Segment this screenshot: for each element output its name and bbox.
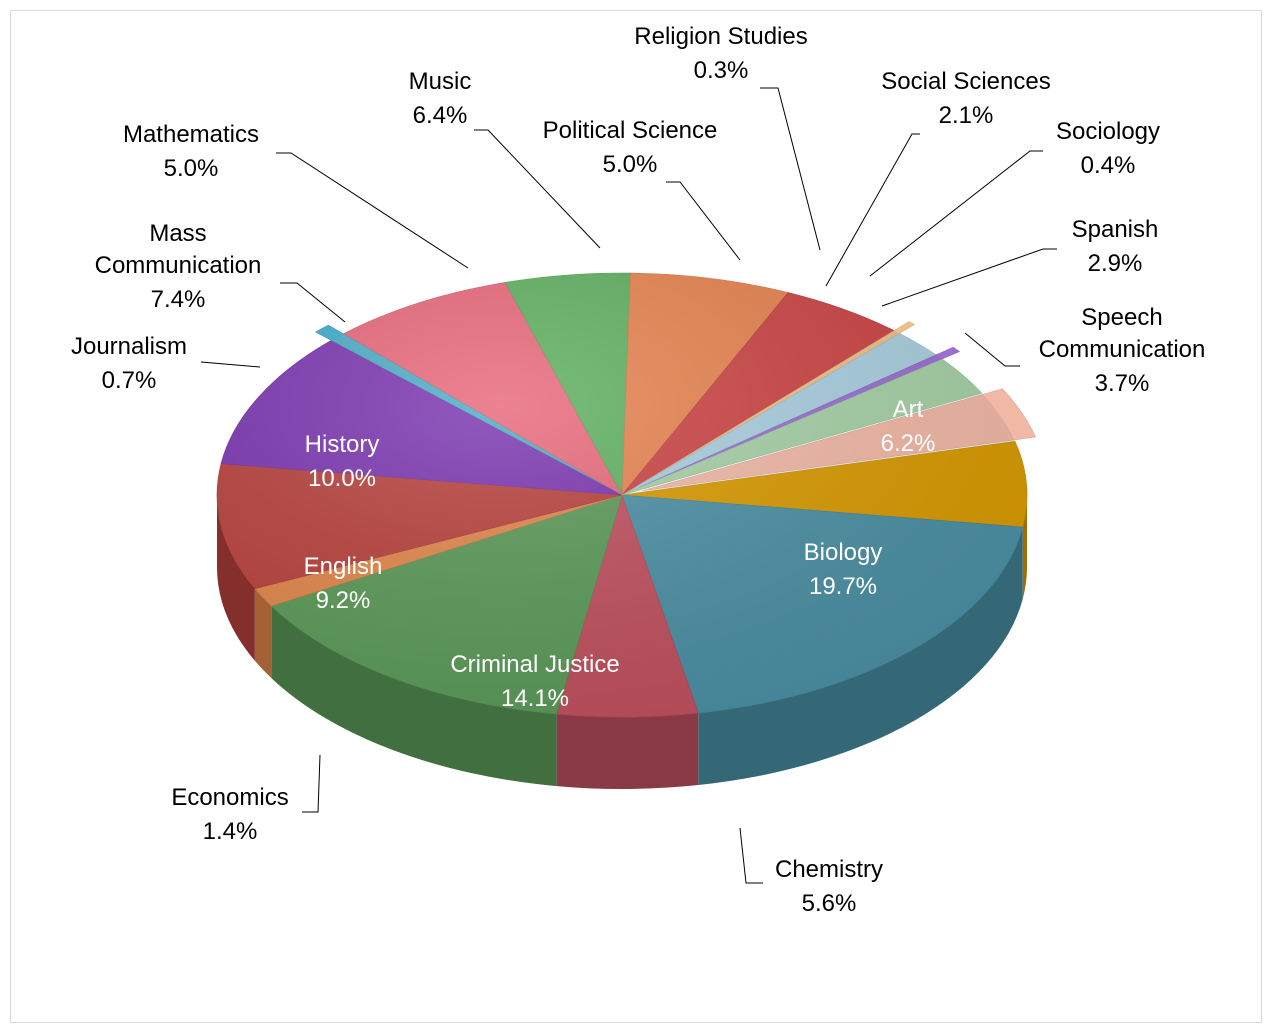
leader-line-political-science	[666, 181, 741, 261]
leader-line-economics	[302, 754, 321, 813]
data-label-category: Political Science	[543, 117, 718, 144]
data-label-category: Spanish	[1072, 216, 1159, 243]
data-label-history: History 10.0%	[305, 431, 380, 492]
leader-line-music	[474, 129, 601, 249]
data-label-percent: 10.0%	[308, 465, 376, 492]
data-label-mass-communication: Mass Communication 7.4%	[95, 220, 262, 313]
leader-line-mathematics	[276, 152, 469, 269]
leader-line-religion-studies	[760, 87, 821, 251]
data-label-biology: Biology 19.7%	[804, 539, 883, 600]
pie-gloss	[217, 273, 1027, 717]
data-label-economics: Economics 1.4%	[171, 784, 288, 845]
data-label-journalism: Journalism 0.7%	[71, 333, 187, 394]
data-label-music: Music 6.4%	[409, 68, 472, 129]
data-label-category: Mass	[149, 220, 206, 247]
leader-line-sociology	[869, 150, 1043, 277]
data-label-percent: 0.7%	[102, 367, 157, 394]
data-label-category: Chemistry	[775, 856, 883, 883]
data-label-percent: 14.1%	[501, 685, 569, 712]
data-label-religion-studies: Religion Studies 0.3%	[634, 23, 807, 84]
data-label-speech-communication: Speech Communication 3.7%	[1039, 304, 1206, 397]
data-label-political-science: Political Science 5.0%	[543, 117, 718, 178]
data-label-category: English	[304, 553, 383, 580]
data-label-percent: 0.3%	[694, 57, 749, 84]
pie-slice-side-english	[217, 495, 255, 661]
data-label-art: Art 6.2%	[881, 396, 936, 457]
leader-line-social-sciences	[825, 133, 920, 287]
leader-line-spanish	[881, 248, 1057, 307]
leader-line-mass-communication	[280, 282, 346, 323]
data-label-chemistry: Chemistry 5.6%	[775, 856, 883, 917]
data-label-category: Speech	[1081, 304, 1162, 331]
data-label-category: Criminal Justice	[450, 651, 619, 678]
data-label-criminal-justice: Criminal Justice 14.1%	[450, 651, 619, 712]
data-label-english: English 9.2%	[304, 553, 383, 614]
data-label-percent: 6.2%	[881, 430, 936, 457]
data-label-category: Art	[893, 396, 924, 423]
data-label-percent: 1.4%	[203, 818, 258, 845]
data-label-percent: 2.1%	[939, 102, 994, 129]
data-label-percent: 3.7%	[1095, 370, 1150, 397]
data-label-percent: 19.7%	[809, 573, 877, 600]
data-label-social-sciences: Social Sciences 2.1%	[881, 68, 1050, 129]
leader-line-journalism	[200, 361, 261, 368]
data-label-category: Biology	[804, 539, 883, 566]
pie-slice-side-art	[1022, 495, 1027, 600]
data-label-spanish: Spanish 2.9%	[1072, 216, 1159, 277]
data-label-category: Communication	[95, 252, 262, 279]
data-label-category: Social Sciences	[881, 68, 1050, 95]
data-label-category: Music	[409, 68, 472, 95]
pie-slice-side-biology	[698, 527, 1023, 786]
data-label-category: Sociology	[1056, 118, 1160, 145]
data-label-percent: 7.4%	[151, 286, 206, 313]
data-label-percent: 0.4%	[1081, 152, 1136, 179]
pie-slice-side-economics	[254, 588, 272, 679]
pie-slice-side-chemistry	[556, 713, 699, 789]
data-label-sociology: Sociology 0.4%	[1056, 118, 1160, 179]
data-label-category: Communication	[1039, 336, 1206, 363]
data-label-percent: 2.9%	[1088, 250, 1143, 277]
data-label-percent: 5.0%	[603, 151, 658, 178]
leader-line-chemistry	[739, 827, 763, 884]
data-label-percent: 5.6%	[802, 890, 857, 917]
leader-line-speech-communication	[964, 332, 1020, 367]
data-label-category: Economics	[171, 784, 288, 811]
data-label-category: Mathematics	[123, 121, 259, 148]
data-label-percent: 9.2%	[316, 587, 371, 614]
data-label-category: Religion Studies	[634, 23, 807, 50]
data-label-percent: 5.0%	[164, 155, 219, 182]
data-label-category: Journalism	[71, 333, 187, 360]
data-label-percent: 6.4%	[413, 102, 468, 129]
data-label-category: History	[305, 431, 380, 458]
pie-slice-side-criminal-justice	[271, 606, 557, 787]
data-label-mathematics: Mathematics 5.0%	[123, 121, 259, 182]
